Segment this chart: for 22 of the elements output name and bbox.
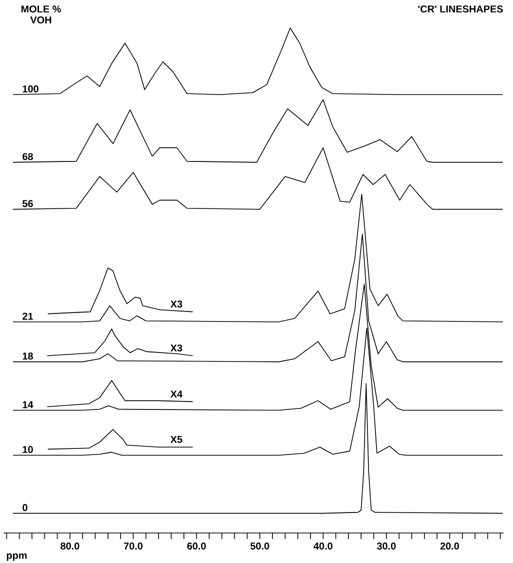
series-label: 56 [22, 200, 33, 208]
chart-title: 'CR' LINESHAPES [418, 5, 503, 13]
annotation: X3 [170, 344, 182, 352]
x-axis-title: ppm [6, 553, 27, 561]
series-label: 68 [22, 153, 33, 160]
x-tick-label: 20.0 [440, 542, 459, 550]
series-label: 21 [22, 312, 33, 320]
annotation: X5 [170, 436, 182, 443]
series-label: 14 [22, 401, 34, 408]
series-label: 100 [22, 85, 38, 92]
x-tick-label: 60.0 [187, 542, 206, 550]
x-tick-label: 30.0 [376, 542, 396, 550]
legend-title: MOLE % VOH [21, 5, 61, 24]
series-label: 0 [22, 504, 28, 512]
series-label: 18 [22, 352, 33, 360]
x-tick-label: 70.0 [124, 542, 143, 550]
x-tick-label: 80.0 [60, 542, 80, 550]
x-tick-label: 50.0 [250, 542, 270, 550]
x-tick-label: 40.0 [314, 542, 332, 550]
annotation: X4 [170, 390, 182, 398]
series-label: 10 [22, 446, 33, 454]
annotation: X3 [170, 300, 182, 308]
